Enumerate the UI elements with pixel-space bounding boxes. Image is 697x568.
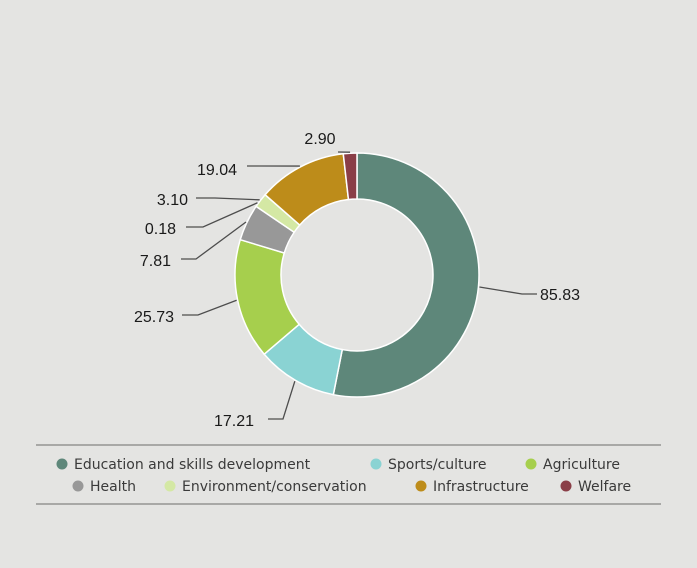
value-label-welfare: 2.90 (304, 131, 335, 148)
legend-marker-environment-conservation (164, 480, 176, 492)
legend-marker-health (72, 480, 84, 492)
leader-sports-culture (268, 380, 296, 420)
value-label-environment-conservation: 3.10 (157, 192, 188, 209)
legend-label-infrastructure: Infrastructure (433, 479, 529, 495)
legend-marker-agriculture (525, 458, 537, 470)
value-label-education-and-skills-development: 85.83 (540, 287, 580, 304)
value-label-infrastructure: 19.04 (197, 162, 237, 179)
legend-label-education-and-skills-development: Education and skills development (74, 457, 311, 473)
legend-label-environment-conservation: Environment/conservation (182, 479, 367, 495)
value-label-health: 7.81 (140, 253, 171, 270)
legend-marker-welfare (560, 480, 572, 492)
leader-environment-conservation (196, 197, 260, 201)
legend-label-sports-culture: Sports/culture (388, 457, 486, 473)
leader-agriculture (182, 299, 237, 316)
legend-marker-education-and-skills-development (56, 458, 68, 470)
value-label-agriculture: 25.73 (134, 309, 174, 326)
legend-label-agriculture: Agriculture (543, 457, 620, 473)
legend: Education and skills development Sports/c… (56, 457, 631, 495)
leader-health (181, 221, 247, 260)
legend-label-health: Health (90, 479, 136, 495)
value-label-extra: 0.18 (145, 221, 176, 238)
leader-extra (186, 202, 258, 228)
value-labels: 85.83 17.21 25.73 7.81 3.10 19.04 2.90 0.18 (134, 131, 580, 430)
leader-education-and-skills-development (479, 286, 537, 295)
slice-education-and-skills-development (332, 152, 480, 398)
donut-slices (234, 152, 480, 398)
legend-marker-infrastructure (415, 480, 427, 492)
leader-lines (181, 151, 537, 420)
value-label-sports-culture: 17.21 (214, 413, 254, 430)
slice-welfare (342, 152, 358, 201)
legend-label-welfare: Welfare (578, 479, 631, 495)
legend-marker-sports-culture (370, 458, 382, 470)
